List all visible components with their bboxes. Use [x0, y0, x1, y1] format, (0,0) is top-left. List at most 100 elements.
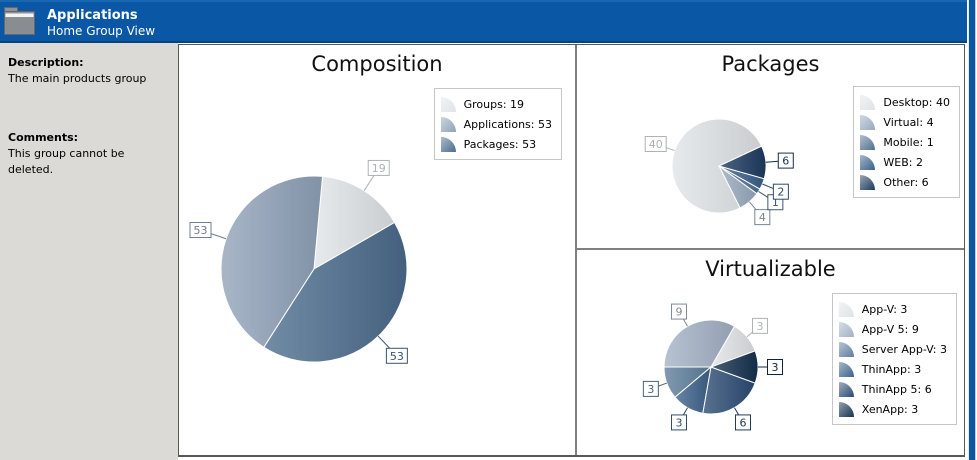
legend-item: Server App-V: 3: [838, 339, 947, 359]
virtualizable-chart-title: Virtualizable: [705, 257, 836, 281]
legend-label: Groups: 19: [463, 97, 525, 111]
slice-value-text: 1: [772, 196, 779, 209]
slice-value-label: [385, 347, 408, 364]
legend-label: Virtual: 4: [883, 115, 934, 129]
comments-label: Comments:: [8, 131, 79, 144]
slice-value-label: [777, 152, 794, 169]
legend-swatch-icon: [860, 134, 876, 150]
slice-value-label: [735, 414, 751, 431]
packages-pie[interactable]: 40 412 6: [577, 45, 964, 248]
page-title: Applications: [47, 8, 138, 23]
legend-swatch-icon: [440, 136, 456, 152]
legend-item: App-V 5: 9: [838, 319, 947, 339]
legend-label: App-V: 3: [861, 302, 908, 316]
composition-legend: Groups: 19 Applications: 53 Packages: 53: [433, 88, 562, 160]
legend-swatch-icon: [838, 321, 854, 337]
legend-label: Other: 6: [883, 175, 929, 189]
slice-value-text: 6: [782, 155, 789, 168]
packages-legend: Desktop: 40 Virtual: 4 Mobile: 1 WEB: 2 Othe…: [853, 86, 960, 198]
pie-slice-packages[interactable]: [263, 221, 408, 363]
pie-slice-app-v-5[interactable]: [663, 319, 736, 368]
legend-item: XenApp: 3: [838, 399, 947, 419]
pie-slice-applications[interactable]: [220, 175, 324, 349]
horizontal-divider: [577, 248, 964, 250]
description-text: The main products group: [8, 72, 147, 85]
slice-value-label: [754, 209, 771, 226]
legend-label: App-V 5: 9: [861, 322, 919, 336]
legend-swatch-icon: [860, 174, 876, 190]
legend-swatch-icon: [860, 114, 876, 130]
slice-value-text: 53: [390, 350, 404, 363]
slice-value-label: [189, 222, 212, 239]
comments-text: This group cannot be deleted.: [8, 147, 125, 176]
description-label: Description:: [8, 56, 84, 69]
virtualizable-legend: App-V: 3 App-V 5: 9 Server App-V: 3 ThinApp…: [831, 293, 957, 425]
legend-swatch-icon: [838, 341, 854, 357]
charts-panel: Composition 19 53 53 Groups: 19 Application…: [178, 44, 965, 457]
legend-swatch-icon: [838, 361, 854, 377]
window-right-border: [968, 0, 976, 460]
legend-item: ThinApp: 3: [838, 359, 947, 379]
slice-value-text: 19: [372, 162, 386, 175]
header-banner: Applications Home Group View: [0, 0, 967, 43]
slice-value-text: 3: [647, 383, 654, 396]
slice-value-label: [671, 414, 687, 431]
pie-slice-other[interactable]: [717, 145, 767, 180]
legend-swatch-icon: [838, 401, 854, 417]
legend-label: Desktop: 40: [883, 95, 950, 109]
slice-value-label: [671, 303, 687, 320]
slice-value-label: [642, 380, 659, 397]
page-subtitle: Home Group View: [47, 24, 156, 38]
legend-item: App-V: 3: [838, 299, 947, 319]
composition-chart: Composition 19 53 53 Groups: 19 Application…: [179, 45, 575, 455]
legend-item: Desktop: 40: [860, 92, 950, 112]
slice-value-text: 4: [759, 211, 766, 224]
legend-label: ThinApp 5: 6: [861, 382, 932, 396]
legend-swatch-icon: [860, 94, 876, 110]
legend-label: Applications: 53: [463, 117, 552, 131]
legend-label: Packages: 53: [463, 137, 537, 151]
legend-item: Other: 6: [860, 172, 950, 192]
slice-value-text: 3: [772, 361, 779, 374]
slice-value-text: 53: [194, 224, 208, 237]
legend-label: ThinApp: 3: [861, 362, 922, 376]
packages-chart: Packages 40 4 1 2 6 Desktop: 40 Virtual: 4 Mob…: [577, 45, 964, 248]
folder-icon: [4, 7, 35, 35]
slice-value-text: 40: [649, 138, 663, 151]
slice-value-text: 2: [777, 186, 784, 199]
slice-value-text: 3: [757, 320, 764, 333]
legend-item: WEB: 2: [860, 152, 950, 172]
legend-label: XenApp: 3: [861, 402, 919, 416]
legend-label: Server App-V: 3: [861, 342, 947, 356]
legend-swatch-icon: [838, 301, 854, 317]
right-column: Packages 40 4 1 2 6 Desktop: 40 Virtual: 4 Mob…: [577, 45, 964, 455]
slice-value-label: [772, 183, 789, 200]
legend-item: Mobile: 1: [860, 132, 950, 152]
slice-value-text: 9: [676, 306, 683, 319]
legend-item: ThinApp 5: 6: [838, 379, 947, 399]
slice-value-text: 3: [676, 416, 683, 429]
slice-value-label: [367, 159, 390, 176]
slice-value-label: [752, 317, 769, 334]
composition-chart-title: Composition: [311, 52, 443, 76]
vertical-divider: [575, 45, 577, 455]
slice-value-text: 6: [740, 416, 747, 429]
legend-label: Mobile: 1: [883, 135, 934, 149]
legend-label: WEB: 2: [883, 155, 923, 169]
legend-item: Groups: 19: [440, 94, 552, 114]
legend-swatch-icon: [838, 381, 854, 397]
legend-item: Packages: 53: [440, 134, 552, 154]
legend-item: Virtual: 4: [860, 112, 950, 132]
legend-item: Applications: 53: [440, 114, 552, 134]
pie-slice-groups[interactable]: [313, 175, 396, 270]
sidebar: Description: The main products group Com…: [0, 43, 178, 460]
composition-pie[interactable]: 19 53 53: [179, 45, 575, 455]
virtualizable-pie[interactable]: 3 9 3 3 6 3: [577, 250, 964, 455]
legend-swatch-icon: [440, 96, 456, 112]
legend-swatch-icon: [440, 116, 456, 132]
legend-swatch-icon: [860, 154, 876, 170]
slice-value-label: [644, 136, 667, 153]
slice-value-label: [767, 359, 783, 375]
packages-chart-title: Packages: [721, 52, 820, 76]
virtualizable-chart: Virtualizable 3 9 3 3 6 3 App-V: 3 App-V 5: 9 S…: [577, 250, 964, 455]
